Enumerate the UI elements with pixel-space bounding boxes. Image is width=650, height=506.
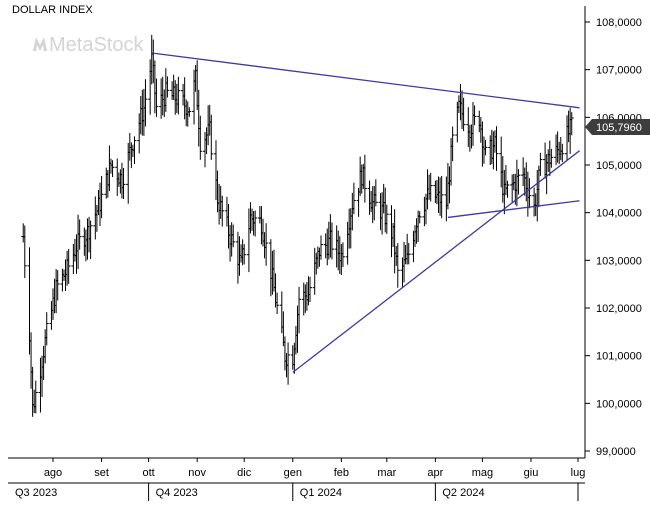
last-price-label: 105,7960 (585, 119, 650, 136)
price-bar (253, 210, 258, 237)
price-bar (329, 222, 334, 260)
watermark-text: MetaStock (49, 34, 144, 56)
price-bar (154, 78, 159, 117)
trendline (447, 200, 580, 219)
x-month-label: nov (188, 467, 206, 479)
x-month-label: apr (427, 467, 443, 479)
price-bar (560, 143, 565, 163)
price-bar (417, 211, 422, 224)
price-bar (483, 140, 488, 156)
price-bar (395, 243, 400, 288)
x-axis: ago set ott nov dic gen feb mar apr mag giu lug Q3 2… (15, 458, 585, 501)
price-bar (176, 76, 181, 115)
x-quarter-label: Q3 2023 (15, 487, 57, 499)
price-bar (231, 224, 236, 248)
x-quarter-label: Q2 2024 (442, 487, 484, 499)
price-bar (340, 242, 345, 267)
last-price-label-text: 105,7960 (596, 122, 642, 134)
y-tick-label: 107,0000 (596, 65, 642, 77)
price-bar (494, 126, 499, 171)
price-bar (318, 235, 323, 260)
price-bar (538, 152, 543, 176)
price-bar (165, 76, 170, 98)
price-bar (187, 107, 192, 117)
price-bar (132, 136, 137, 164)
price-bar (77, 219, 82, 250)
price-bar (384, 204, 389, 234)
x-month-label: gen (284, 467, 302, 479)
price-bar (143, 79, 148, 127)
price-bar (55, 270, 60, 301)
x-month-label: ott (142, 467, 154, 479)
price-bar (450, 126, 455, 162)
trendline (292, 150, 580, 373)
price-bar (88, 220, 93, 260)
price-bar (297, 286, 302, 334)
price-bar (516, 169, 521, 195)
y-tick-label: 108,0000 (596, 17, 642, 29)
watermark-logo-icon (33, 37, 47, 51)
y-tick-label: 104,0000 (596, 208, 642, 220)
y-tick-label: 105,0000 (596, 160, 642, 172)
x-month-label: lug (571, 467, 586, 479)
price-bar (110, 160, 115, 178)
x-month-label: set (94, 467, 109, 479)
price-bar (527, 178, 532, 209)
price-bar (220, 195, 225, 227)
last-price-label-background (585, 119, 650, 136)
y-axis: 108,0000107,0000106,0000105,0000104,0000… (585, 17, 642, 458)
price-bar (198, 115, 203, 160)
x-month-label: mar (377, 467, 396, 479)
price-bar (549, 148, 554, 168)
trendline (151, 52, 580, 109)
price-bar (406, 243, 411, 265)
price-bar (461, 97, 466, 132)
price-bar (242, 244, 247, 265)
price-bar (209, 114, 214, 160)
price-bar (428, 172, 433, 202)
price-bar (362, 154, 367, 203)
price-bar (22, 225, 27, 279)
x-quarter-label: Q4 2023 (156, 487, 198, 499)
price-bar (569, 112, 574, 136)
x-month-label: feb (334, 467, 349, 479)
chart-title: DOLLAR INDEX (12, 4, 93, 16)
watermark: MetaStock (33, 34, 144, 56)
y-tick-label: 101,0000 (596, 351, 642, 363)
price-bar (472, 105, 477, 126)
price-bar (439, 175, 444, 219)
price-bar (264, 223, 269, 266)
x-month-label: ago (44, 467, 62, 479)
price-bars (21, 34, 574, 417)
x-month-label: giu (524, 467, 539, 479)
y-tick-label: 100,0000 (596, 398, 642, 410)
y-tick-label: 99,0000 (596, 446, 636, 458)
price-bar (99, 175, 104, 219)
price-bar (308, 276, 313, 303)
price-bar (286, 342, 291, 385)
price-bar (121, 167, 126, 200)
y-tick-label: 102,0000 (596, 303, 642, 315)
price-bar (505, 180, 510, 198)
x-quarter-label: Q1 2024 (300, 487, 342, 499)
price-bar (66, 248, 71, 284)
price-bar (275, 292, 280, 314)
y-tick-label: 103,0000 (596, 255, 642, 267)
x-month-label: mag (472, 467, 493, 479)
trendlines (151, 52, 580, 373)
x-month-label: dic (237, 467, 252, 479)
price-bar (351, 182, 356, 215)
price-bar (373, 179, 378, 207)
price-bar (33, 380, 38, 414)
price-bar (44, 312, 49, 346)
